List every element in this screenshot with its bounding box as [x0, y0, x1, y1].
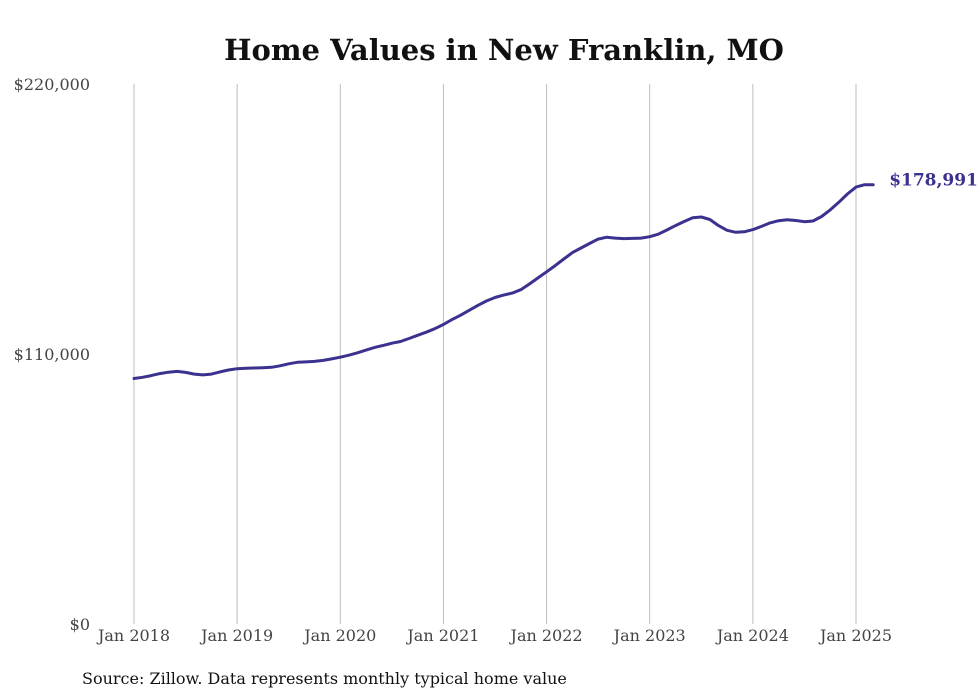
x-tick-label: Jan 2019	[199, 626, 273, 645]
source-note: Source: Zillow. Data represents monthly …	[82, 669, 567, 688]
x-tick-label: Jan 2022	[509, 626, 583, 645]
x-axis: Jan 2018 Jan 2019 Jan 2020 Jan 2021 Jan 2022…	[96, 626, 892, 645]
x-tick-label: Jan 2025	[818, 626, 892, 645]
y-axis: $220,000 $110,000 $0	[14, 75, 90, 634]
x-tick-label: Jan 2018	[96, 626, 170, 645]
x-tick-label: Jan 2021	[405, 626, 479, 645]
x-tick-label: Jan 2023	[612, 626, 686, 645]
end-value-label: $178,991	[889, 171, 978, 191]
series-line-home-value	[132, 183, 875, 380]
x-tick-label: Jan 2020	[302, 626, 376, 645]
y-tick-label: $220,000	[14, 75, 90, 94]
grid-lines	[133, 84, 857, 624]
y-tick-label: $110,000	[14, 345, 90, 364]
y-tick-label: $0	[70, 615, 90, 634]
x-tick-label: Jan 2024	[715, 626, 789, 645]
chart-title: Home Values in New Franklin, MO	[224, 33, 784, 67]
